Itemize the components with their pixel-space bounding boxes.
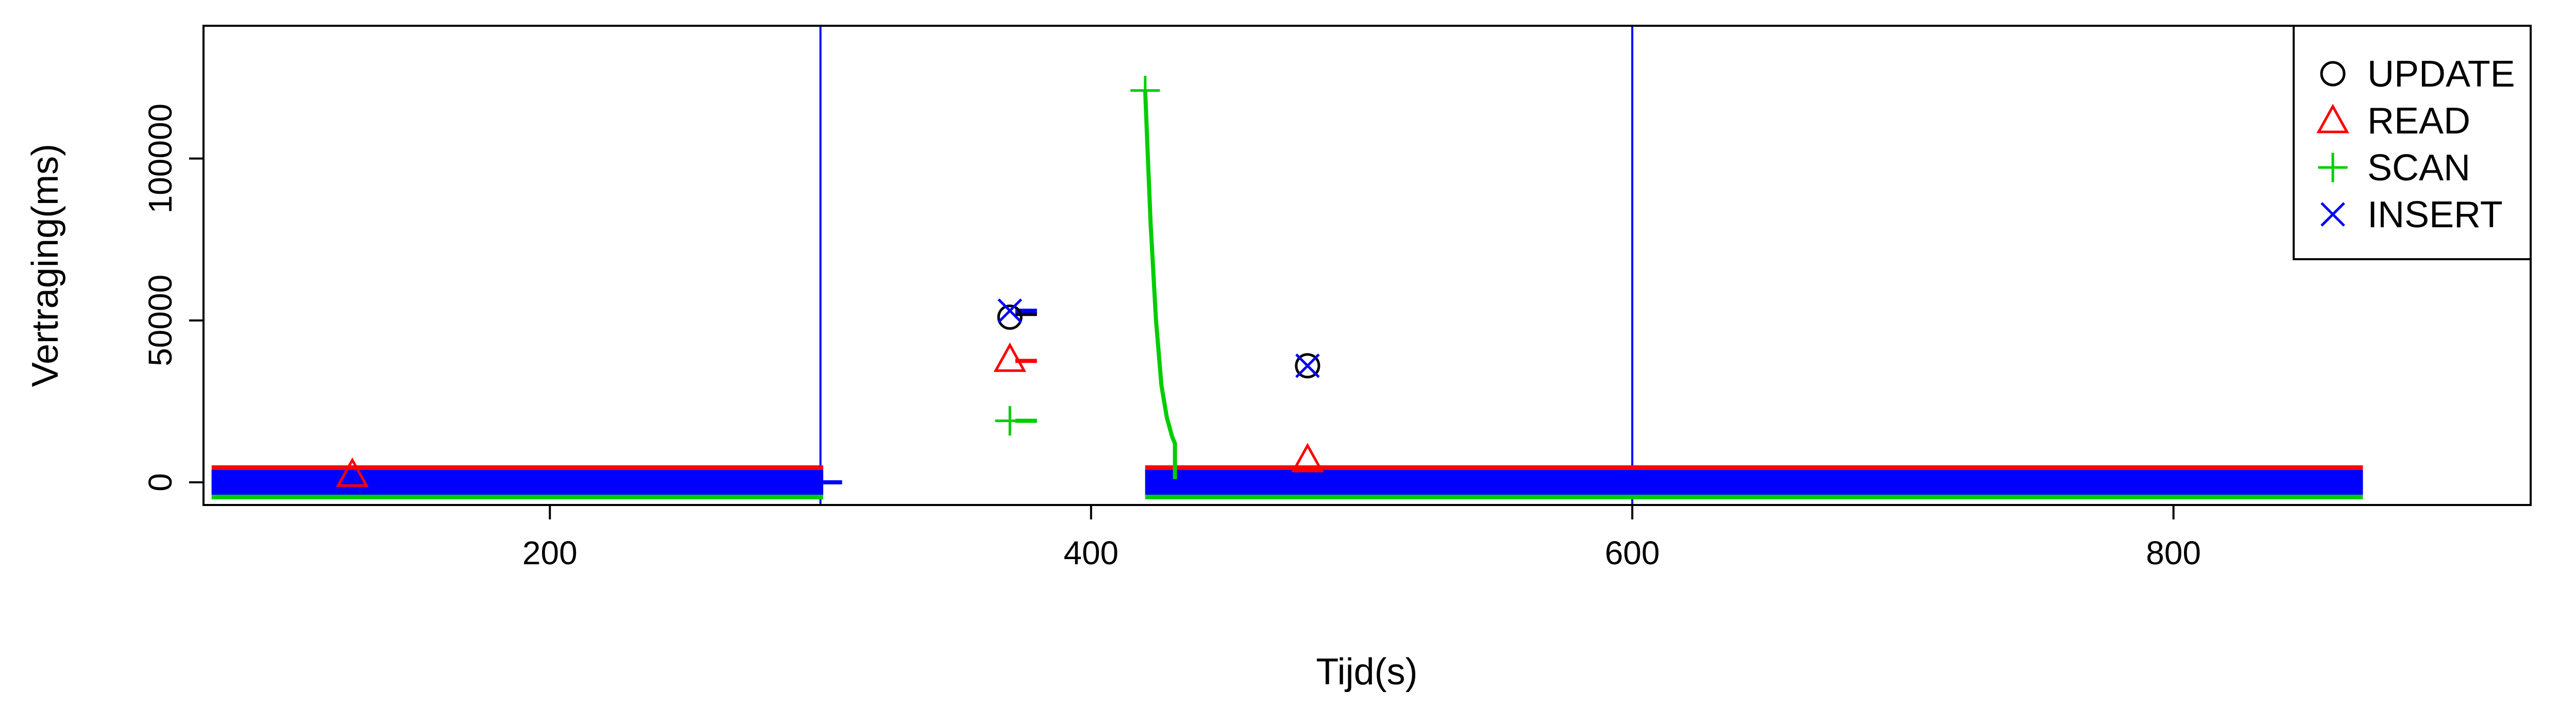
point-scan-1 — [995, 406, 1025, 436]
legend-marker-scan — [2318, 153, 2348, 182]
plot-frame — [202, 25, 2532, 506]
point-update-1 — [997, 305, 1023, 330]
y-tick-label-100000: 100000 — [142, 104, 179, 214]
x-tick-label-800: 800 — [2146, 534, 2201, 571]
legend-label-scan: SCAN — [2367, 147, 2470, 189]
x-axis-title: Tijd(s) — [1316, 651, 1417, 693]
point-scan-2 — [1130, 76, 1160, 106]
legend-label-read: READ — [2367, 100, 2470, 142]
legend-marker-read — [2316, 104, 2349, 133]
legend-marker-insert — [2320, 202, 2345, 227]
point-read-1 — [993, 342, 1026, 372]
point-insert-2 — [1295, 353, 1320, 378]
point-read-2 — [1291, 443, 1324, 473]
legend-label-update: UPDATE — [2367, 54, 2515, 95]
point-update-2 — [1295, 353, 1320, 379]
legend: UPDATE READ SCAN INSERT — [2293, 25, 2532, 260]
point-insert-1 — [997, 298, 1022, 323]
legend-label-insert: INSERT — [2367, 194, 2503, 235]
y-axis-title: Vertraging(ms) — [25, 144, 66, 387]
line-scan-2 — [1143, 90, 1177, 479]
band-insert-2 — [1145, 470, 2363, 495]
band-insert-1 — [211, 470, 823, 495]
x-tick-label-400: 400 — [1063, 534, 1118, 571]
y-tick-label-0: 0 — [142, 473, 179, 492]
x-tick-label-200: 200 — [522, 534, 578, 571]
legend-box — [2293, 25, 2532, 260]
x-tick-label-600: 600 — [1605, 534, 1660, 571]
point-read-3 — [336, 457, 369, 487]
y-tick-label-50000: 50000 — [142, 275, 179, 366]
legend-marker-update — [2320, 61, 2346, 87]
